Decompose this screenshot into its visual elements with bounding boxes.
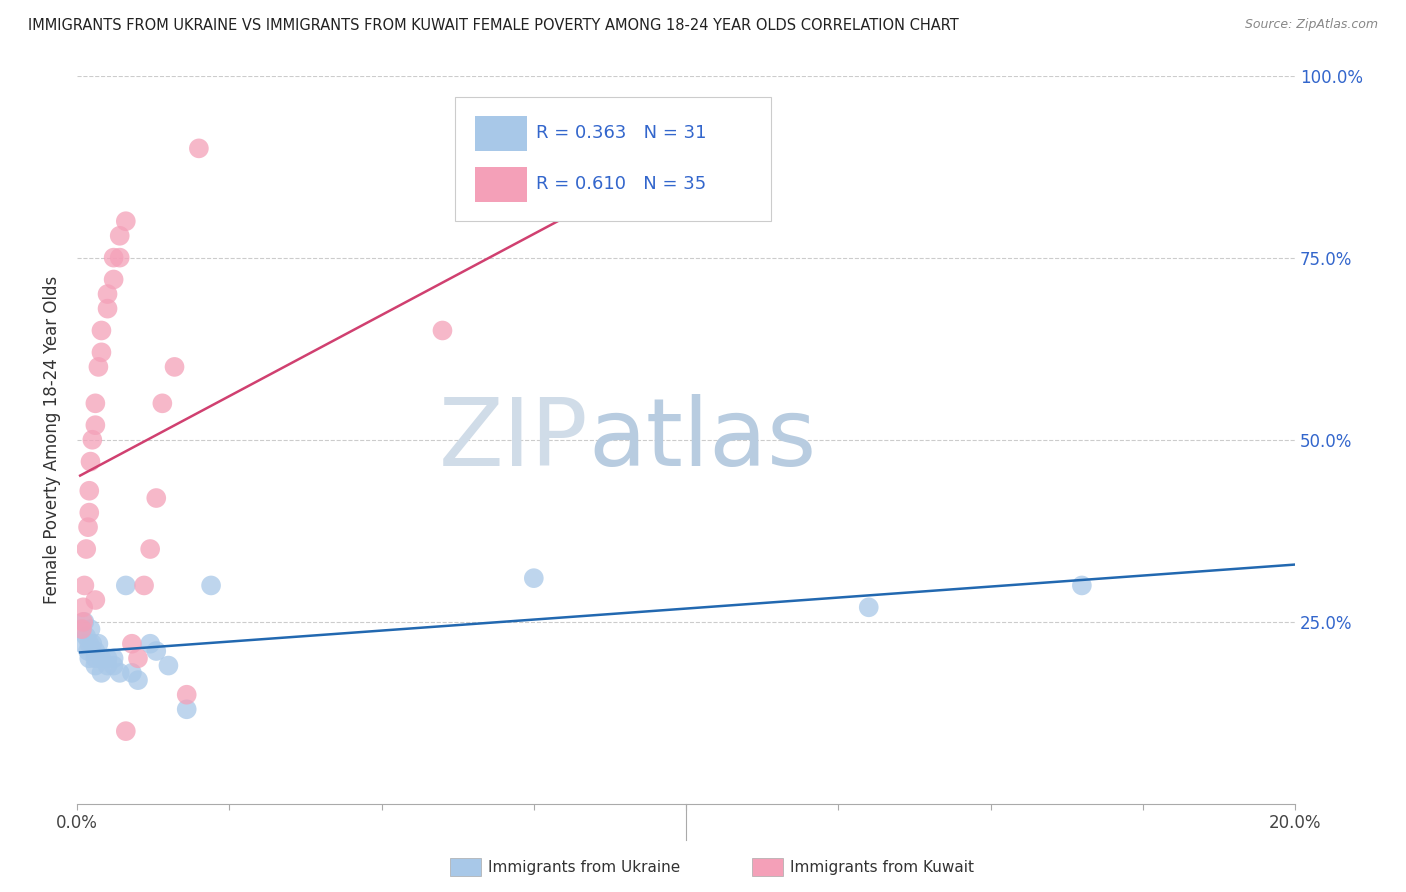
- FancyBboxPatch shape: [454, 97, 772, 221]
- Point: [87, 637, 110, 651]
- Point: [96, 658, 118, 673]
- Point: [1070, 578, 1092, 592]
- Point: [90, 323, 112, 337]
- Point: [82, 637, 104, 651]
- Point: [84, 593, 107, 607]
- Point: [108, 665, 131, 680]
- Point: [187, 141, 209, 155]
- Point: [75, 541, 97, 556]
- Point: [108, 228, 131, 243]
- Point: [150, 396, 173, 410]
- Point: [96, 301, 118, 316]
- Point: [79, 454, 101, 468]
- Point: [139, 541, 162, 556]
- Point: [114, 724, 136, 739]
- Text: atlas: atlas: [589, 393, 817, 486]
- Point: [121, 665, 143, 680]
- Point: [114, 578, 136, 592]
- Point: [858, 600, 880, 615]
- Point: [73, 578, 96, 592]
- Point: [90, 665, 112, 680]
- Point: [79, 622, 101, 636]
- Point: [127, 651, 149, 665]
- Point: [84, 644, 107, 658]
- Point: [103, 251, 125, 265]
- Point: [77, 506, 100, 520]
- Point: [132, 578, 155, 592]
- Point: [84, 396, 107, 410]
- Point: [523, 571, 546, 585]
- Text: Immigrants from Kuwait: Immigrants from Kuwait: [790, 860, 974, 874]
- FancyBboxPatch shape: [475, 167, 526, 202]
- Point: [121, 637, 143, 651]
- FancyBboxPatch shape: [475, 116, 526, 151]
- Point: [163, 359, 186, 374]
- Point: [114, 214, 136, 228]
- Point: [73, 615, 96, 629]
- Point: [432, 323, 454, 337]
- Point: [200, 578, 222, 592]
- Text: IMMIGRANTS FROM UKRAINE VS IMMIGRANTS FROM KUWAIT FEMALE POVERTY AMONG 18-24 YEA: IMMIGRANTS FROM UKRAINE VS IMMIGRANTS FR…: [28, 18, 959, 33]
- Point: [87, 359, 110, 374]
- Point: [84, 418, 107, 433]
- Point: [82, 433, 104, 447]
- Point: [72, 615, 94, 629]
- Text: Source: ZipAtlas.com: Source: ZipAtlas.com: [1244, 18, 1378, 31]
- Point: [77, 644, 100, 658]
- Y-axis label: Female Poverty Among 18-24 Year Olds: Female Poverty Among 18-24 Year Olds: [44, 276, 60, 604]
- Text: R = 0.610   N = 35: R = 0.610 N = 35: [536, 175, 706, 193]
- Point: [127, 673, 149, 687]
- Point: [90, 345, 112, 359]
- Point: [77, 637, 100, 651]
- Point: [176, 702, 198, 716]
- Text: ZIP: ZIP: [439, 393, 589, 486]
- Point: [72, 600, 94, 615]
- Point: [84, 651, 107, 665]
- Text: R = 0.363   N = 31: R = 0.363 N = 31: [536, 124, 707, 142]
- Point: [75, 629, 97, 643]
- Point: [614, 156, 637, 170]
- Point: [96, 287, 118, 301]
- Point: [103, 651, 125, 665]
- Point: [77, 520, 100, 534]
- Point: [77, 483, 100, 498]
- Point: [77, 651, 100, 665]
- Point: [145, 491, 167, 505]
- Point: [103, 272, 125, 286]
- Point: [108, 251, 131, 265]
- Point: [176, 688, 198, 702]
- Point: [103, 658, 125, 673]
- Point: [70, 622, 93, 636]
- Point: [145, 644, 167, 658]
- Point: [90, 651, 112, 665]
- Point: [96, 651, 118, 665]
- Point: [157, 658, 180, 673]
- Point: [139, 637, 162, 651]
- Point: [70, 622, 93, 636]
- Text: Immigrants from Ukraine: Immigrants from Ukraine: [488, 860, 681, 874]
- Point: [84, 658, 107, 673]
- Point: [72, 637, 94, 651]
